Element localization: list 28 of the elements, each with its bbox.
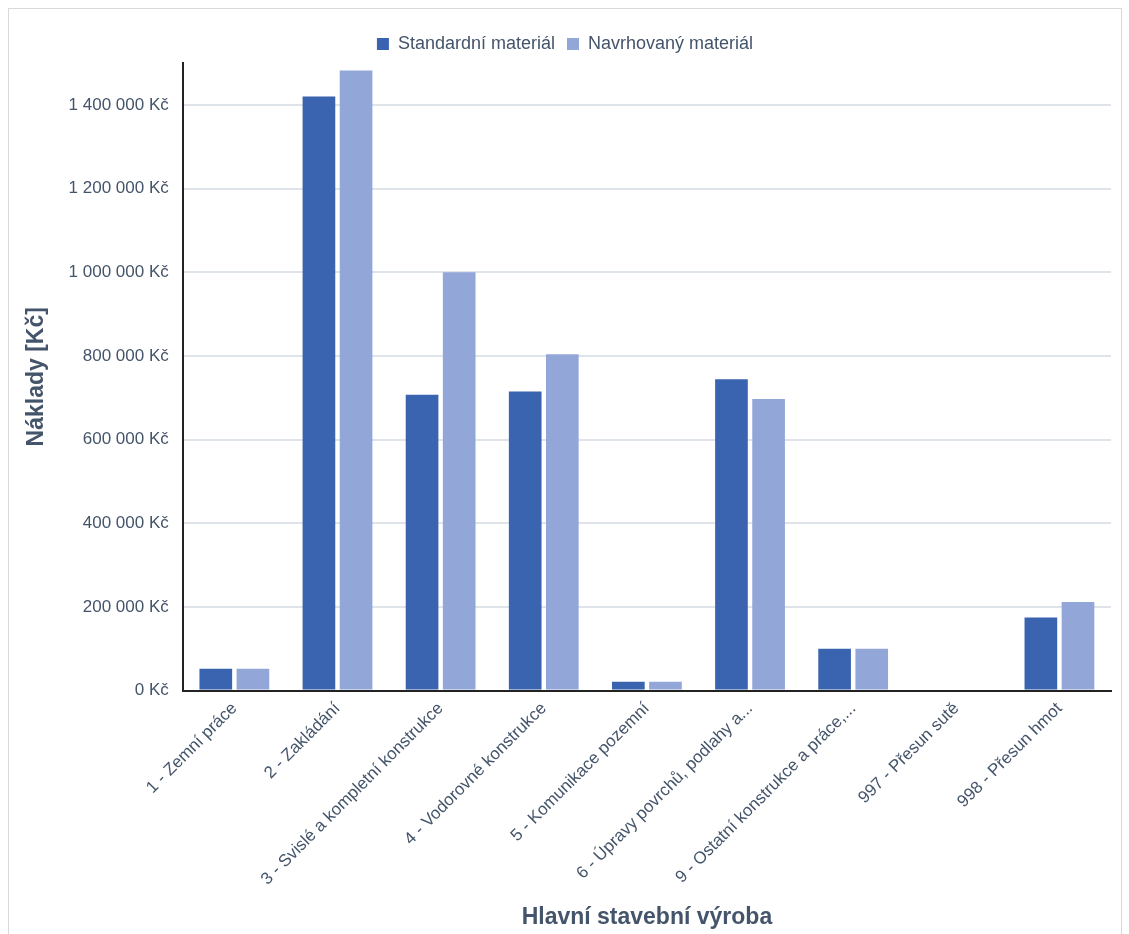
bar (649, 681, 682, 690)
bar (302, 96, 336, 690)
bar (752, 398, 785, 690)
bar (1024, 617, 1058, 690)
y-tick-label: 800 000 Kč (82, 345, 170, 365)
y-axis-title: Náklady [Kč] (22, 307, 49, 447)
y-tick-label: 1 000 000 Kč (68, 261, 170, 281)
bar (818, 648, 851, 690)
bar (612, 681, 645, 690)
y-tick-label: 0 Kč (134, 680, 170, 700)
y-tick-label: 200 000 Kč (82, 596, 170, 616)
legend-label: Standardní materiál (397, 32, 556, 53)
y-tick-label: 1 400 000 Kč (68, 94, 170, 114)
bar (339, 70, 373, 690)
bar (545, 354, 579, 690)
y-tick-label: 400 000 Kč (82, 512, 170, 532)
y-tick-label: 1 200 000 Kč (68, 178, 170, 198)
bar (442, 272, 476, 690)
y-tick-label: 600 000 Kč (82, 429, 170, 449)
bar (1061, 601, 1095, 690)
bar (199, 668, 233, 690)
bar (508, 391, 542, 690)
bar (405, 394, 439, 690)
x-axis-title: Hlavní stavební výroba (521, 902, 773, 929)
bar (715, 379, 748, 690)
legend-label: Navrhovaný materiál (588, 32, 754, 53)
bar (236, 668, 270, 690)
bar (855, 648, 889, 690)
